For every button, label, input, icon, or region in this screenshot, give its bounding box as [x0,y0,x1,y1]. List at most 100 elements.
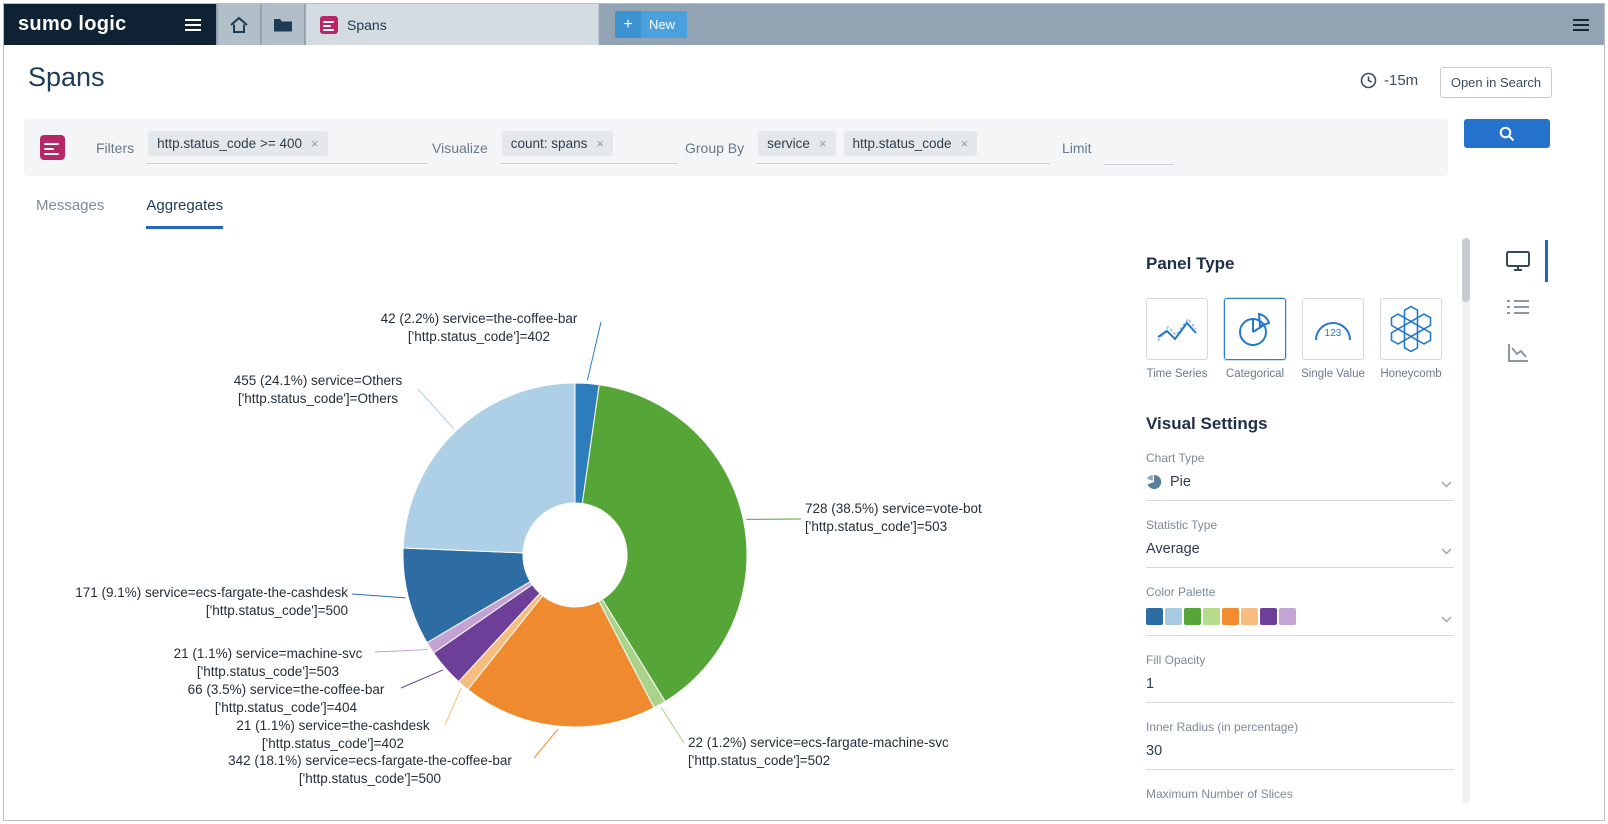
chevron-down-icon[interactable] [1441,481,1452,488]
statistic-type-value: Average [1146,541,1200,557]
group-by-group: Group By service × http.status_code × [685,119,1051,176]
pie-label-leader-line [660,707,685,744]
pie-slice-label: 22 (1.2%) service=ecs-fargate-machine-sv… [688,735,949,768]
inner-radius-value: 30 [1146,743,1163,759]
tab-aggregates[interactable]: Aggregates [146,197,224,229]
chart-type-value: Pie [1170,474,1191,490]
filter-chip-label: http.status_code >= 400 [157,136,302,151]
spans-tab-icon [320,15,338,34]
tab-messages[interactable]: Messages [36,197,105,214]
group-by-chip[interactable]: http.status_code × [843,131,978,156]
active-rail-indicator [1545,240,1548,282]
palette-swatch[interactable] [1146,608,1163,625]
spans-query-icon [40,135,65,160]
panel-settings: Panel Type Time Series Categorical [1146,238,1454,811]
plus-icon: + [615,11,641,38]
categorical-label: Categorical [1225,368,1285,380]
pie-slice[interactable] [402,382,576,554]
vertical-scrollbar[interactable] [1462,238,1470,804]
hamburger-menu-icon[interactable] [184,18,202,32]
right-menu-icon[interactable] [1572,18,1590,32]
statistic-type-field[interactable]: Statistic Type Average [1146,518,1454,568]
result-tabs: Messages Aggregates [36,197,224,229]
chip-remove-icon[interactable]: × [818,136,827,151]
categorical-card[interactable] [1224,298,1286,360]
open-in-search-label: Open in Search [1450,75,1542,90]
group-by-field[interactable]: service × http.status_code × [756,131,1051,164]
pie-slice[interactable] [581,384,748,703]
limit-field[interactable] [1103,131,1174,165]
chevron-down-icon[interactable] [1441,616,1452,623]
axis-chart-icon [1508,344,1528,362]
palette-swatch[interactable] [1241,608,1258,625]
pie-slice-label: 21 (1.1%) service=machine-svc ['http.stat… [173,646,363,679]
gauge-number: 123 [1325,328,1342,339]
panel-type-time-series: Time Series [1146,298,1208,380]
palette-swatch[interactable] [1279,608,1296,625]
filter-chip[interactable]: http.status_code >= 400 × [148,131,328,156]
single-value-card[interactable]: 123 [1302,298,1364,360]
fill-opacity-value: 1 [1146,676,1155,692]
fill-opacity-label: Fill Opacity [1146,653,1206,667]
pie-slice-label: 42 (2.2%) service=the-coffee-bar ['http.s… [380,311,578,344]
scrollbar-thumb[interactable] [1462,238,1470,302]
chart-view-button[interactable] [1484,330,1552,376]
chart-type-field[interactable]: Chart Type Pie [1146,451,1454,501]
visualize-chip-label: count: spans [510,136,588,151]
visualize-chip[interactable]: count: spans × [501,131,613,156]
time-series-icon [1157,317,1197,342]
folder-icon [274,18,292,31]
pie-type-icon [1146,474,1162,489]
time-range-picker[interactable]: -15m [1360,72,1418,89]
categorical-pie-icon [1239,312,1271,346]
panel-type-honeycomb: Honeycomb [1380,298,1442,380]
palette-swatch[interactable] [1222,608,1239,625]
list-icon [1507,300,1529,314]
tab-spans[interactable]: Spans [306,4,599,45]
max-slices-field[interactable]: Maximum Number of Slices [1146,787,1454,811]
clock-icon [1360,72,1377,89]
list-view-button[interactable] [1484,284,1552,330]
chip-remove-icon[interactable]: × [311,136,319,151]
pie-slice[interactable] [402,547,531,644]
display-view-button[interactable] [1484,238,1552,284]
time-series-card[interactable] [1146,298,1208,360]
chip-remove-icon[interactable]: × [960,136,969,151]
panel-type-categorical: Categorical [1224,298,1286,380]
new-button[interactable]: + New [615,11,688,38]
palette-swatch[interactable] [1203,608,1220,625]
home-icon [230,16,248,33]
honeycomb-hexagon [1403,335,1419,353]
color-palette-label: Color Palette [1146,585,1216,599]
honeycomb-card[interactable] [1380,298,1442,360]
single-value-label: Single Value [1301,368,1365,380]
search-button[interactable] [1464,119,1550,148]
inner-radius-field[interactable]: Inner Radius (in percentage) 30 [1146,720,1454,770]
palette-swatch[interactable] [1260,608,1277,625]
color-palette-field[interactable]: Color Palette [1146,585,1454,636]
pie-label-leader-line [400,669,444,689]
pie-chart-panel: 42 (2.2%) service=the-coffee-bar ['http.s… [24,238,1134,804]
chart-type-label: Chart Type [1146,451,1205,465]
filters-field[interactable]: http.status_code >= 400 × [146,131,429,164]
single-value-gauge-icon: 123 [1315,322,1351,341]
open-in-search-button[interactable]: Open in Search [1440,67,1552,98]
chevron-down-icon[interactable] [1441,548,1452,555]
library-button[interactable] [262,4,304,45]
chip-remove-icon[interactable]: × [596,136,604,151]
honeycomb-hexagon [1403,320,1419,338]
pie-label-leader-line [374,648,428,653]
monitor-icon [1506,251,1530,271]
fill-opacity-field[interactable]: Fill Opacity 1 [1146,653,1454,703]
group-by-chip[interactable]: service × [758,131,836,156]
visualize-label: Visualize [432,139,488,156]
pie-slice[interactable] [467,594,655,728]
panel-type-title: Panel Type [1146,254,1235,273]
filters-group: Filters http.status_code >= 400 × [96,119,429,176]
palette-swatch[interactable] [1184,608,1201,625]
palette-swatch[interactable] [1165,608,1182,625]
visualize-field[interactable]: count: spans × [499,131,678,164]
time-series-label: Time Series [1146,368,1208,380]
home-button[interactable] [218,4,260,45]
sumologic-logo[interactable]: sumo logic [4,4,216,45]
